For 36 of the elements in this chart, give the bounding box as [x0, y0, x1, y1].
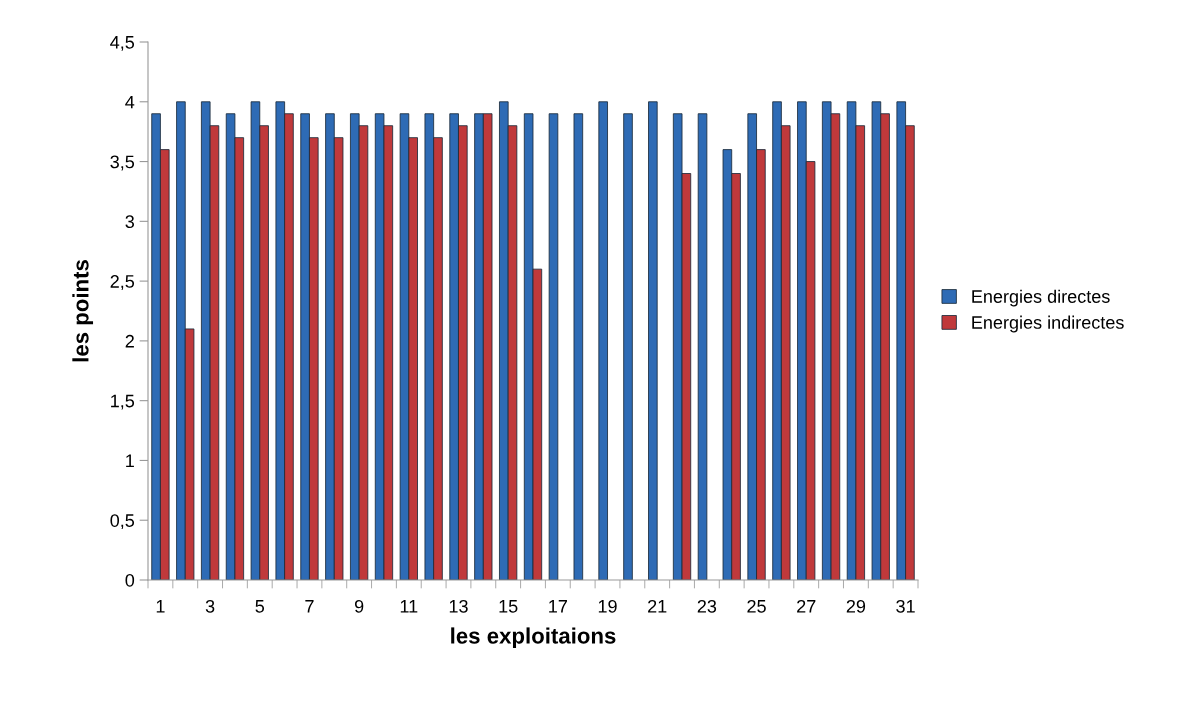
y-axis-title: les points: [72, 260, 94, 362]
legend-label: Energies indirectes: [972, 315, 1124, 333]
y-tick-label: 4,5: [110, 36, 135, 51]
bar: [548, 113, 559, 580]
x-axis-title: les exploitaions: [451, 627, 616, 649]
x-tick-label: 27: [797, 599, 816, 613]
x-tick-label: 15: [499, 600, 518, 613]
y-tick-label: 3,5: [110, 155, 135, 171]
y-tick-label: 2: [125, 334, 134, 348]
bar: [623, 113, 633, 580]
x-tick-label: 3: [205, 599, 215, 613]
bar: [598, 101, 608, 580]
x-tick-label: 25: [747, 599, 766, 613]
x-tick-label: 19: [598, 599, 617, 613]
y-tick-label: 0,5: [110, 514, 135, 530]
x-tick-label: 31: [896, 599, 915, 613]
x-tick-label: 9: [354, 599, 364, 613]
x-tick-label: 13: [449, 599, 468, 613]
y-tick-label: 2,5: [110, 275, 135, 290]
x-tick-label: 1: [156, 600, 165, 613]
x-tick-label: 5: [255, 600, 265, 613]
x-tick-label: 17: [549, 600, 567, 613]
y-tick-label: 1,5: [111, 394, 135, 410]
y-tick-label: 4: [125, 95, 135, 109]
y-tick-label: 1: [126, 454, 134, 467]
x-tick-label: 7: [305, 600, 314, 613]
x-tick-label: 23: [697, 599, 717, 613]
legend-label: Energies directes: [972, 289, 1110, 307]
bar: [697, 113, 708, 580]
x-tick-label: 29: [846, 599, 866, 613]
x-tick-label: 11: [400, 600, 418, 613]
x-tick-label: 21: [648, 599, 667, 613]
bar: [648, 101, 658, 580]
y-tick-label: 0: [125, 573, 135, 587]
bar: [573, 113, 584, 580]
y-tick-label: 3: [125, 215, 135, 229]
